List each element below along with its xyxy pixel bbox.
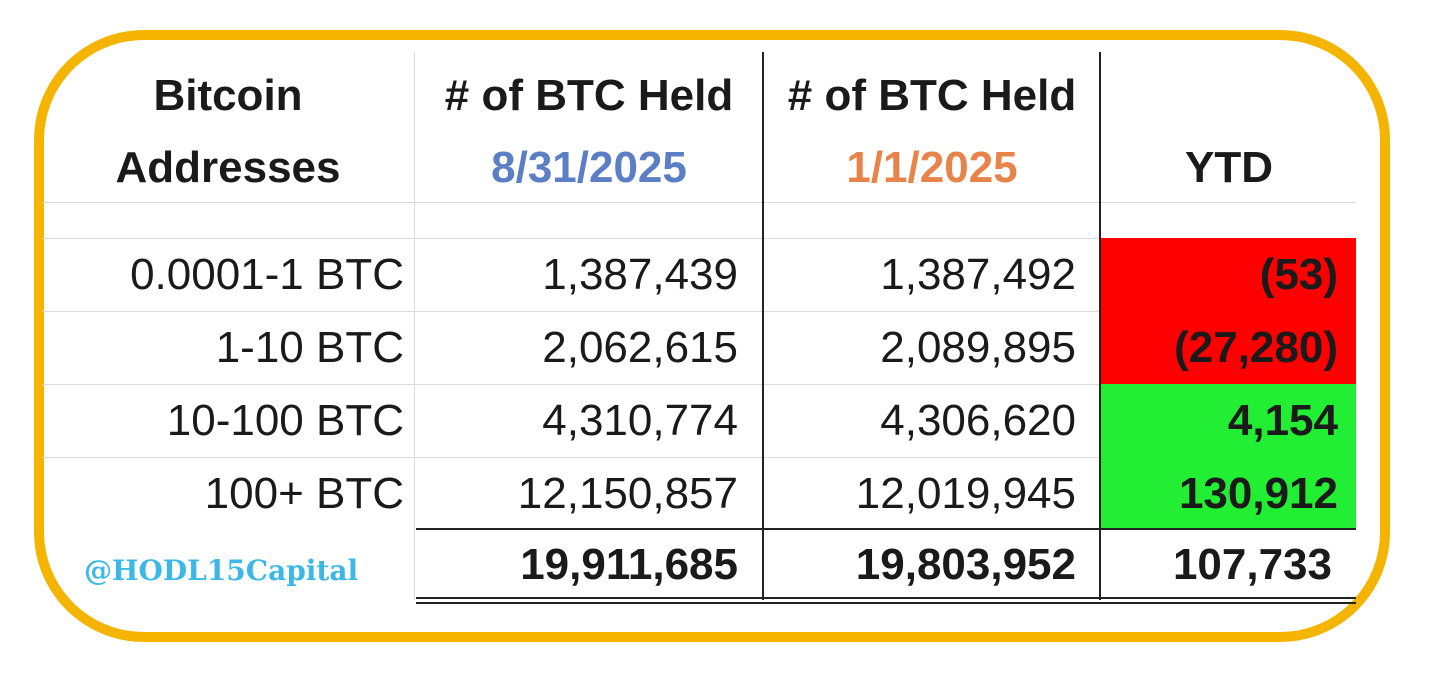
header-held-current: # of BTC Held 8/31/2025 <box>416 62 762 202</box>
watermark-handle: @HODL15Capital <box>84 553 359 587</box>
row-value-start: 12,019,945 <box>855 468 1076 518</box>
header-held-current-line1: # of BTC Held <box>444 71 734 120</box>
row-value-start: 4,306,620 <box>880 395 1076 445</box>
total-current: 19,911,685 <box>520 540 738 589</box>
header-ytd: YTD <box>1102 62 1356 202</box>
grid-line <box>42 384 1102 385</box>
row-value-current: 4,310,774 <box>542 395 738 445</box>
row-label: 0.0001-1 BTC <box>130 249 404 299</box>
row-value-start: 2,089,895 <box>880 322 1076 372</box>
total-ytd: 107,733 <box>1172 540 1332 589</box>
header-ytd-line1 <box>1223 60 1235 132</box>
header-ytd-line2: YTD <box>1185 143 1273 192</box>
grid-line <box>42 238 1356 239</box>
grid-line <box>42 311 1102 312</box>
row-value-current: 2,062,615 <box>542 322 738 372</box>
row-ytd-change: (53) <box>1101 238 1356 311</box>
row-value-current: 1,387,439 <box>542 249 738 299</box>
header-held-start: # of BTC Held 1/1/2025 <box>764 62 1100 202</box>
header-date-start: 1/1/2025 <box>846 143 1018 192</box>
header-held-start-line1: # of BTC Held <box>787 71 1077 120</box>
row-label: 1-10 BTC <box>215 322 404 372</box>
total-start: 19,803,952 <box>855 540 1076 589</box>
row-ytd-change: 4,154 <box>1101 384 1356 457</box>
row-value-current: 12,150,857 <box>517 468 738 518</box>
row-label: 100+ BTC <box>204 468 404 518</box>
row-value-start: 1,387,492 <box>880 249 1076 299</box>
column-separator <box>1099 52 1101 600</box>
totals-double-underline <box>416 602 1356 604</box>
header-addresses: Bitcoin Addresses <box>42 62 414 202</box>
header-addresses-line1: Bitcoin <box>153 71 303 120</box>
grid-line <box>42 202 1356 203</box>
totals-top-border <box>416 528 1356 530</box>
row-ytd-change: 130,912 <box>1101 457 1356 530</box>
header-date-current: 8/31/2025 <box>491 143 687 192</box>
column-separator <box>762 52 764 600</box>
column-separator <box>414 52 415 600</box>
totals-double-underline <box>416 597 1356 599</box>
grid-line <box>42 457 1102 458</box>
header-addresses-line2: Addresses <box>115 143 341 192</box>
row-ytd-change: (27,280) <box>1101 311 1356 384</box>
row-label: 10-100 BTC <box>166 395 404 445</box>
